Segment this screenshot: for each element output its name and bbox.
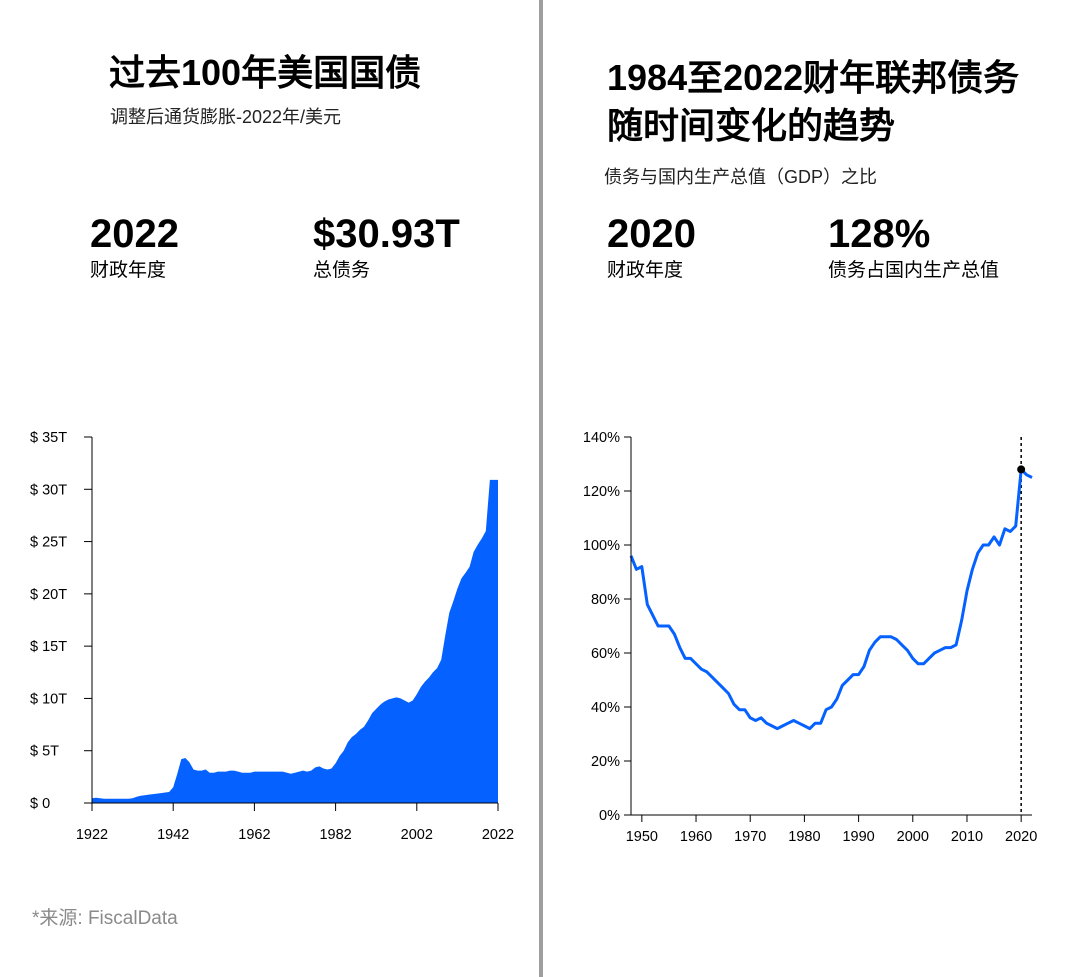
source-note: *来源: FiscalData xyxy=(32,908,178,929)
total-debt-label: 总债务 xyxy=(313,260,371,281)
y-tick-label: 140% xyxy=(583,430,620,446)
y-tick-label: 40% xyxy=(591,700,620,716)
x-tick-label: 1990 xyxy=(842,829,874,845)
y-tick-label: 0% xyxy=(599,808,620,824)
y-tick-label: 120% xyxy=(583,484,620,500)
y-tick-label: $ 30T xyxy=(30,482,67,498)
right-title-line2: 随时间变化的趋势 xyxy=(607,105,896,146)
panel-divider xyxy=(539,0,543,977)
x-tick-label: 1942 xyxy=(157,827,189,843)
y-tick-label: 60% xyxy=(591,646,620,662)
x-tick-label: 1962 xyxy=(238,827,270,843)
x-tick-label: 2000 xyxy=(897,829,929,845)
x-tick-label: 1960 xyxy=(680,829,712,845)
y-tick-label: 80% xyxy=(591,592,620,608)
y-tick-label: $ 35T xyxy=(30,430,67,446)
x-tick-label: 2002 xyxy=(401,827,433,843)
x-tick-label: 1970 xyxy=(734,829,766,845)
left-fiscal-year-value: 2022 xyxy=(90,212,179,256)
y-tick-label: 100% xyxy=(583,538,620,554)
right-fiscal-year-value: 2020 xyxy=(607,212,696,256)
debt-area-chart: $ 0 $ 5T $ 10T $ 15T $ 20T $ 25T $ 30T $ 35T 192… xyxy=(30,430,514,843)
debt-to-gdp-label: 债务占国内生产总值 xyxy=(828,260,1000,281)
y-tick-label: 20% xyxy=(591,754,620,770)
x-tick-label: 1982 xyxy=(319,827,351,843)
x-tick-label: 1980 xyxy=(788,829,820,845)
left-fiscal-year-label: 财政年度 xyxy=(90,260,167,281)
x-tick-label: 1922 xyxy=(76,827,108,843)
x-tick-label: 2022 xyxy=(482,827,514,843)
debt-to-gdp-line-chart: 0% 20% 40% 60% 80% 100% 120% 140% 1950 1960 1970 19… xyxy=(583,430,1037,845)
x-tick-label: 2010 xyxy=(951,829,983,845)
total-debt-value: $30.93T xyxy=(313,212,460,256)
left-title: 过去100年美国国债 xyxy=(109,52,422,93)
y-tick-label: $ 20T xyxy=(30,587,67,603)
highlight-point xyxy=(1017,465,1026,474)
y-tick-label: $ 15T xyxy=(30,639,67,655)
y-tick-label: $ 5T xyxy=(30,744,59,760)
y-tick-label: $ 0 xyxy=(30,796,50,812)
right-fiscal-year-label: 财政年度 xyxy=(607,260,684,281)
debt-to-gdp-line xyxy=(629,467,1033,731)
right-subtitle: 债务与国内生产总值（GDP）之比 xyxy=(604,167,878,187)
y-tick-label: $ 25T xyxy=(30,535,67,551)
x-tick-label: 2020 xyxy=(1005,829,1037,845)
debt-area xyxy=(92,479,498,803)
right-title-line1: 1984至2022财年联邦债务 xyxy=(607,57,1020,98)
debt-to-gdp-value: 128% xyxy=(828,212,931,256)
y-tick-label: $ 10T xyxy=(30,691,67,707)
left-subtitle: 调整后通货膨胀-2022年/美元 xyxy=(110,107,342,127)
x-tick-label: 1950 xyxy=(626,829,658,845)
